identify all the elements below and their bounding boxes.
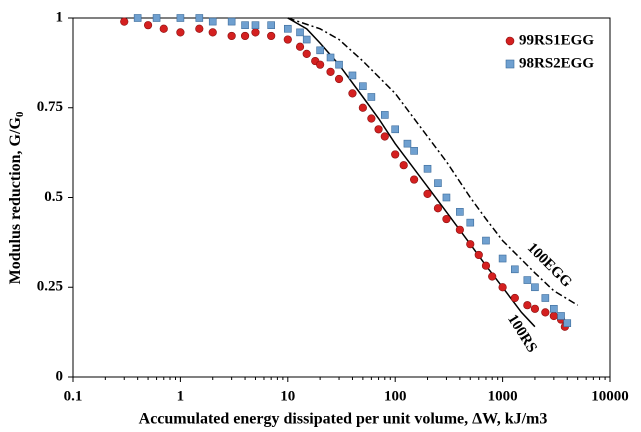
data-point	[466, 218, 475, 227]
data-point	[541, 294, 550, 302]
y-tick-label: 1	[56, 9, 64, 25]
data-point	[403, 139, 412, 148]
data-point	[176, 14, 185, 22]
x-axis-label: Accumulated energy dissipated per unit v…	[139, 411, 548, 428]
data-point	[359, 82, 367, 91]
data-point	[240, 31, 250, 41]
data-point	[488, 272, 497, 281]
y-tick-label: 0.75	[37, 99, 63, 115]
x-tick-label: 1	[177, 388, 185, 404]
data-point	[466, 240, 475, 249]
data-point	[549, 311, 558, 321]
data-point	[523, 276, 532, 284]
data-point	[283, 24, 292, 33]
data-point	[358, 103, 367, 112]
data-point	[498, 254, 507, 263]
data-point	[423, 164, 432, 173]
y-axis-label-sub: 0	[14, 111, 26, 117]
data-point	[195, 14, 204, 22]
x-tick-label: 100	[384, 388, 407, 404]
data-point	[380, 132, 389, 141]
data-point	[391, 125, 400, 134]
x-tick-label: 10000	[591, 388, 629, 404]
fit-curve	[287, 17, 579, 306]
data-point	[283, 35, 292, 44]
data-point	[227, 17, 236, 26]
data-point	[348, 89, 357, 98]
data-point	[326, 53, 335, 62]
data-point	[227, 31, 236, 41]
legend-marker	[505, 36, 515, 46]
data-point	[367, 93, 376, 101]
data-point	[335, 60, 343, 69]
data-point	[208, 28, 217, 37]
data-point	[295, 42, 305, 51]
data-point	[326, 67, 335, 76]
plot-frame	[72, 17, 611, 378]
data-point	[334, 74, 344, 84]
data-point	[251, 28, 260, 37]
data-point	[410, 175, 419, 184]
legend-label: 98RS2EGG	[519, 55, 594, 71]
data-point	[391, 150, 400, 159]
data-point	[133, 14, 142, 22]
data-point	[296, 28, 304, 37]
data-point	[380, 111, 389, 119]
y-tick-label: 0	[56, 368, 64, 384]
data-point	[442, 214, 451, 224]
data-point	[482, 236, 490, 245]
data-point	[455, 225, 464, 234]
data-point	[557, 312, 565, 320]
data-point	[159, 24, 168, 33]
data-point	[510, 293, 519, 303]
x-tick-label: 1000	[488, 388, 518, 404]
curve-label: 100RS	[504, 312, 540, 356]
data-point	[143, 21, 153, 30]
data-point	[241, 21, 249, 29]
y-tick-label: 0.5	[44, 189, 63, 205]
data-point	[302, 49, 311, 59]
data-point	[367, 114, 376, 123]
data-point	[176, 28, 185, 37]
data-point	[523, 301, 532, 310]
data-point	[456, 208, 464, 216]
data-point	[531, 283, 539, 292]
data-point	[195, 24, 204, 33]
data-point	[474, 250, 483, 260]
data-point	[374, 125, 383, 134]
data-point	[120, 17, 129, 26]
data-point	[410, 147, 418, 155]
data-point	[348, 71, 357, 80]
legend-label: 99RS1EGG	[519, 32, 594, 48]
x-tick-label: 10	[280, 388, 295, 404]
x-tick-label: 0.1	[64, 388, 83, 404]
fit-curve	[287, 17, 536, 328]
data-point	[316, 60, 325, 69]
data-point	[541, 308, 550, 317]
data-point	[152, 14, 161, 22]
data-point	[481, 261, 491, 270]
y-tick-label: 0.25	[37, 279, 63, 295]
data-point	[423, 189, 432, 199]
data-point	[498, 283, 507, 292]
data-point	[302, 35, 311, 44]
data-point	[434, 179, 442, 187]
data-point	[550, 304, 558, 313]
data-point	[399, 161, 408, 170]
data-point	[563, 319, 572, 327]
data-point	[208, 17, 217, 26]
data-point	[267, 21, 275, 29]
data-point	[251, 21, 260, 29]
y-axis-label: Modulus reduction, G/G0	[7, 111, 26, 284]
y-axis-label-text: Modulus reduction, G/G	[7, 117, 24, 285]
legend-marker	[505, 59, 515, 69]
data-point	[316, 46, 324, 55]
data-point	[433, 204, 443, 213]
curve-label: 100EGG	[524, 240, 575, 291]
data-point	[511, 265, 519, 274]
data-point	[267, 31, 276, 41]
data-point	[442, 193, 451, 202]
data-point	[530, 304, 540, 313]
